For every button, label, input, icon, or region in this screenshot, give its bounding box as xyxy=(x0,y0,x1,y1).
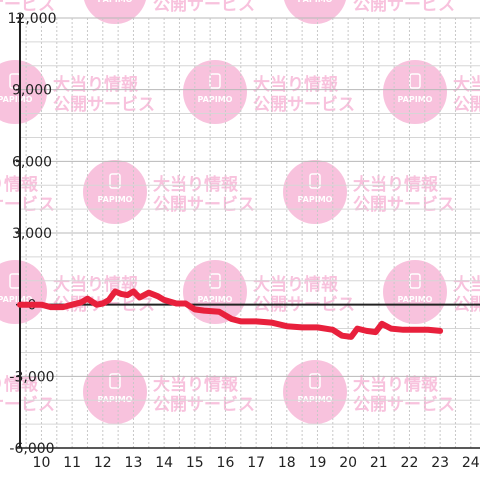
watermark-logo-text: PAPIMO xyxy=(98,0,133,4)
x-tick-label: 12 xyxy=(94,455,112,471)
watermark-logo-circle xyxy=(183,60,247,124)
watermark-logo-circle xyxy=(83,160,147,224)
watermark-logo-circle xyxy=(0,60,47,124)
watermark-line2: 公開サービス xyxy=(53,95,155,115)
watermark-line1: 大当り情報 xyxy=(253,74,339,95)
watermark-logo-circle xyxy=(283,160,347,224)
x-tick-label: 20 xyxy=(339,455,357,471)
x-tick-label: 11 xyxy=(63,455,81,471)
watermark-line1: 大当り情報 xyxy=(253,274,339,295)
watermark-logo-text: PAPIMO xyxy=(398,295,433,304)
watermark-line2: 公開サービス xyxy=(353,0,455,15)
y-tick-label: 6,000 xyxy=(12,154,52,170)
x-tick-label: 21 xyxy=(370,455,388,471)
watermark-logo-circle xyxy=(283,360,347,424)
x-tick-label: 17 xyxy=(247,455,265,471)
y-tick-label: -6,000 xyxy=(9,441,54,457)
x-tick-label: 19 xyxy=(309,455,327,471)
x-tick-label: 14 xyxy=(155,455,173,471)
watermark-line1: 大当り情報 xyxy=(353,374,439,395)
x-tick-label: 15 xyxy=(186,455,204,471)
phone-icon xyxy=(309,173,321,189)
watermark-logo-circle xyxy=(83,360,147,424)
watermark-line2: 公開サービス xyxy=(153,195,255,215)
watermark-logo-circle xyxy=(0,260,47,324)
watermark-line2: 公開サービス xyxy=(253,95,355,115)
watermark-logo-text: PAPIMO xyxy=(298,195,333,204)
watermark-logo-text: PAPIMO xyxy=(198,295,233,304)
watermark-line2: 公開サービス xyxy=(153,0,255,15)
watermark-logo-text: PAPIMO xyxy=(0,95,33,104)
watermark-line1: 大当り情報 xyxy=(353,174,439,195)
y-tick-label: 9,000 xyxy=(12,83,52,99)
watermark-line2: 公開サービス xyxy=(153,395,255,415)
watermark-line2: 公開サービス xyxy=(0,0,55,15)
x-tick-label: 24 xyxy=(462,455,480,471)
watermark-line1: 大当り情報 xyxy=(153,374,239,395)
series xyxy=(17,288,444,340)
phone-icon xyxy=(309,373,321,389)
x-tick-label: 18 xyxy=(278,455,296,471)
watermark-logo-text: PAPIMO xyxy=(0,295,33,304)
series-line xyxy=(17,288,444,340)
y-tick-label: 12,000 xyxy=(8,11,57,27)
watermark-logo-text: PAPIMO xyxy=(98,395,133,404)
x-tick-label: 23 xyxy=(431,455,449,471)
phone-icon xyxy=(109,373,121,389)
phone-icon xyxy=(209,73,221,89)
watermark-line1: 大当り情報 xyxy=(153,174,239,195)
x-tick-label: 16 xyxy=(217,455,235,471)
watermark-line2: 公開サービス xyxy=(0,195,55,215)
y-tick-label: 3,000 xyxy=(12,226,52,242)
watermark-logo-text: PAPIMO xyxy=(298,395,333,404)
watermark-logo-text: PAPIMO xyxy=(298,0,333,4)
phone-icon xyxy=(409,73,421,89)
watermark-line1: 大当り情報 xyxy=(53,74,139,95)
watermark-logo-text: PAPIMO xyxy=(98,195,133,204)
watermark-line1: 大当り情報 xyxy=(453,274,480,295)
x-tick-label: 13 xyxy=(125,455,143,471)
watermark-logo-circle xyxy=(383,60,447,124)
watermark-logo-circle xyxy=(383,260,447,324)
phone-icon xyxy=(109,173,121,189)
watermark-line2: 公開サービス xyxy=(0,395,55,415)
watermark-logo-text: PAPIMO xyxy=(198,95,233,104)
x-tick-label: 10 xyxy=(33,455,51,471)
y-tick-label: -3,000 xyxy=(9,369,54,385)
x-tick-label: 22 xyxy=(401,455,419,471)
watermark-line1: 大当り情報 xyxy=(453,74,480,95)
watermark-line2: 公開サービス xyxy=(453,95,480,115)
watermark-logo-text: PAPIMO xyxy=(398,95,433,104)
